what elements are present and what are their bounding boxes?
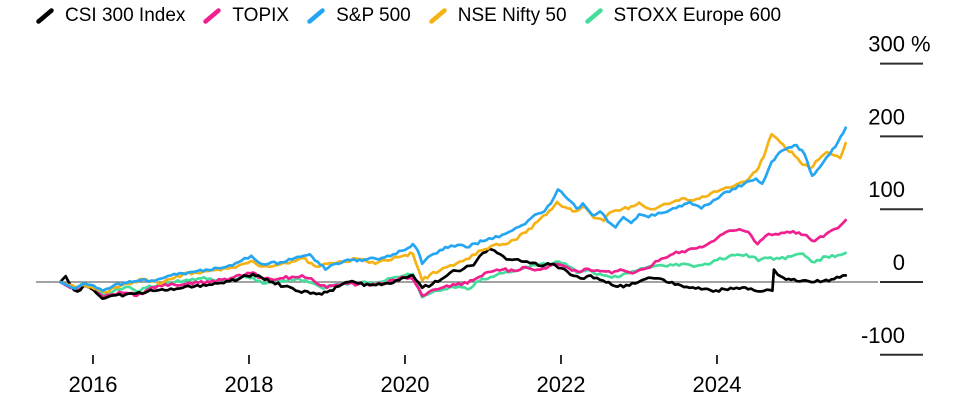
slash-icon: [429, 8, 447, 24]
series-csi-300-index-line: [58, 247, 848, 301]
legend-label: TOPIX: [232, 5, 290, 26]
x-tick-label: 2022: [537, 372, 586, 397]
y-tick-label: 100: [868, 177, 905, 202]
legend-item-sp-500: S&P 500: [306, 5, 411, 27]
y-tick-label: 300: [868, 32, 905, 57]
x-tick-label: 2016: [69, 372, 118, 397]
y-axis: 300 % 200 100 0 -100: [861, 32, 931, 356]
chart-legend: CSI 300 Index TOPIX S&P 500 NSE Nifty 50…: [35, 5, 781, 27]
slash-icon: [584, 8, 603, 24]
y-tick-label: 0: [893, 250, 905, 275]
y-tick-label: -100: [861, 323, 905, 348]
legend-item-nse-nifty-50: NSE Nifty 50: [428, 5, 567, 27]
series-nse-nifty-50-line: [58, 132, 848, 294]
legend-label: S&P 500: [336, 5, 411, 26]
legend-label: STOXX Europe 600: [613, 5, 782, 26]
x-axis: 2016 2018 2020 2022 2024: [69, 355, 742, 397]
legend-item-stoxx-europe-600: STOXX Europe 600: [584, 5, 782, 27]
series-stoxx-europe-600-line: [58, 251, 848, 299]
legend-item-csi-300-index: CSI 300 Index: [35, 5, 185, 27]
legend-label: NSE Nifty 50: [457, 5, 567, 26]
legend-label: CSI 300 Index: [65, 5, 186, 26]
slash-icon: [203, 8, 222, 24]
slash-icon: [36, 8, 54, 24]
series-s-p-500-line: [58, 126, 848, 293]
y-axis-unit-label: %: [911, 32, 931, 57]
slash-icon: [307, 8, 325, 24]
series-lines: [58, 126, 848, 301]
series-topix-line: [58, 218, 848, 299]
x-tick-label: 2020: [381, 372, 430, 397]
y-tick-label: 200: [868, 104, 905, 129]
x-tick-label: 2024: [693, 372, 742, 397]
x-tick-label: 2018: [225, 372, 274, 397]
legend-item-topix: TOPIX: [202, 5, 289, 27]
